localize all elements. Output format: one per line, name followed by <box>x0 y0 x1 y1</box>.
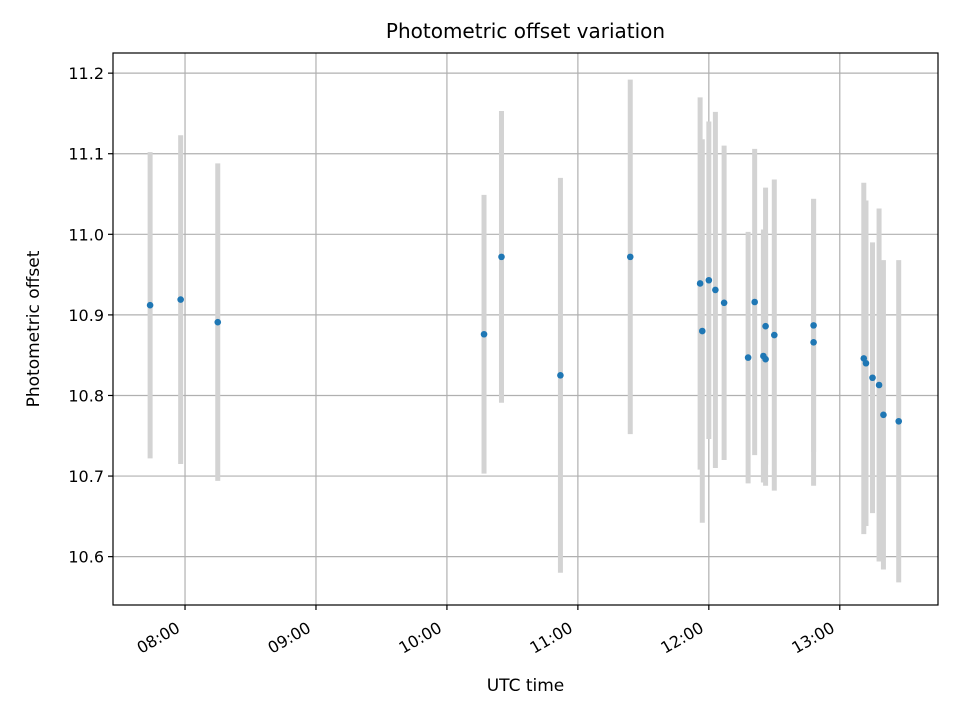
data-point <box>762 322 769 330</box>
x-tick-label: 08:00 <box>134 618 183 658</box>
data-point <box>875 381 883 389</box>
y-tick-label: 10.9 <box>68 306 104 325</box>
data-point <box>705 276 713 284</box>
x-tick-label: 13:00 <box>788 618 837 658</box>
data-point <box>869 374 876 382</box>
data-point <box>177 296 184 303</box>
data-point <box>895 417 903 425</box>
data-point <box>712 286 719 294</box>
data-point <box>880 411 887 419</box>
y-tick-label: 11.2 <box>68 64 104 83</box>
y-tick-label: 10.7 <box>68 467 104 486</box>
errorbar-layer <box>147 79 902 583</box>
x-tick-label: 10:00 <box>395 618 444 658</box>
data-point <box>698 327 706 335</box>
data-point <box>744 354 752 361</box>
x-tick-label: 11:00 <box>526 618 575 658</box>
point-layer <box>146 253 903 425</box>
y-tick-label: 10.8 <box>68 386 104 405</box>
plot-frame <box>112 52 939 606</box>
data-point <box>751 298 758 306</box>
data-point <box>771 331 778 339</box>
x-axis-label: UTC time <box>487 676 565 696</box>
data-point <box>557 372 564 379</box>
data-point <box>214 318 222 326</box>
data-point <box>146 301 154 309</box>
data-point <box>762 355 769 363</box>
data-point <box>862 359 870 367</box>
x-tick-label: 09:00 <box>265 618 314 658</box>
y-axis-label: Photometric offset <box>24 250 44 407</box>
y-tick-label: 10.6 <box>68 548 104 567</box>
data-point <box>810 322 817 329</box>
data-point <box>696 280 704 287</box>
chart-title: Photometric offset variation <box>386 19 665 43</box>
y-tick-label: 11.1 <box>68 145 104 164</box>
data-point <box>720 299 728 307</box>
data-point <box>810 338 817 346</box>
x-tick-label: 12:00 <box>657 618 706 658</box>
data-point <box>498 253 505 261</box>
data-point <box>480 330 488 338</box>
y-tick-label: 11.0 <box>68 225 104 244</box>
data-point <box>626 253 634 261</box>
